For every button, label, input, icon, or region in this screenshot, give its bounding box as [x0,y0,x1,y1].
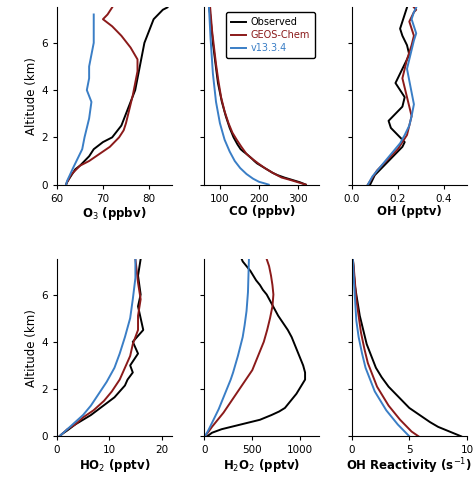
X-axis label: O$_3$ (ppbv): O$_3$ (ppbv) [82,205,146,222]
X-axis label: CO (ppbv): CO (ppbv) [228,205,295,218]
Legend: Observed, GEOS-Chem, v13.3.4: Observed, GEOS-Chem, v13.3.4 [226,12,315,58]
X-axis label: HO$_2$ (pptv): HO$_2$ (pptv) [79,457,150,474]
X-axis label: H$_2$O$_2$ (pptv): H$_2$O$_2$ (pptv) [223,457,301,474]
Y-axis label: Altitude (km): Altitude (km) [26,309,38,387]
Y-axis label: Altitude (km): Altitude (km) [26,57,38,135]
X-axis label: OH (pptv): OH (pptv) [377,205,442,218]
X-axis label: OH Reactivity (s$^{-1}$): OH Reactivity (s$^{-1}$) [346,457,472,476]
